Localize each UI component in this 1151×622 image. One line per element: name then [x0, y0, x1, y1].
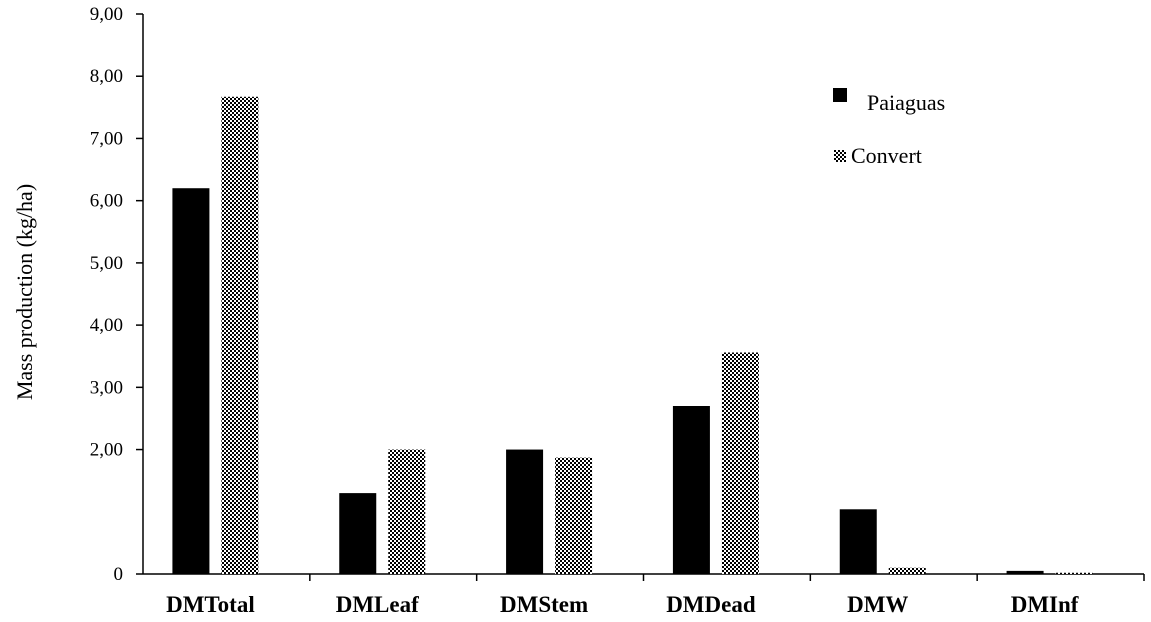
legend-item-paiaguas: Paiaguas [833, 88, 945, 115]
y-ticks: 0 2,00 3,00 4,00 5,00 6,00 7,00 8,00 9,00 [90, 4, 143, 585]
x-ticks: DMTotal DMLeaf DMStem DMDead DMW DMInf [166, 574, 1145, 617]
y-tick-label: 4,00 [90, 315, 123, 336]
y-tick-label: 2,00 [90, 440, 123, 461]
legend-swatch-convert [834, 150, 846, 162]
y-axis-title: Mass production (kg/ha) [12, 184, 37, 400]
y-tick-label: 5,00 [90, 253, 123, 274]
plot-area: 0 2,00 3,00 4,00 5,00 6,00 7,00 8,00 9,00 DMTota… [90, 4, 1145, 617]
bar-convert-dmw [888, 567, 926, 574]
bar-paiaguas-dmdead [672, 406, 710, 574]
bar-paiaguas-dmtotal [172, 188, 210, 574]
legend: Paiaguas Convert [833, 88, 945, 168]
x-category-label: DMInf [1011, 592, 1079, 617]
bar-convert-dminf [1055, 572, 1093, 574]
x-category-label: DMTotal [166, 592, 255, 617]
bar-paiaguas-dmw [839, 509, 877, 574]
x-category-label: DMDead [666, 592, 756, 617]
x-category-label: DMLeaf [336, 592, 419, 617]
bar-convert-dmstem [555, 457, 593, 574]
y-tick-label: 9,00 [90, 4, 123, 25]
bars [172, 96, 1093, 574]
legend-swatch-paiaguas [833, 88, 847, 102]
legend-item-convert: Convert [834, 143, 922, 168]
x-category-label: DMStem [500, 592, 588, 617]
bar-convert-dmdead [721, 352, 759, 574]
legend-label-paiaguas: Paiaguas [867, 90, 945, 115]
y-tick-label: 6,00 [90, 191, 123, 212]
y-tick-label: 0 [114, 564, 124, 585]
y-tick-label: 7,00 [90, 128, 123, 149]
y-tick-label: 3,00 [90, 377, 123, 398]
legend-label-convert: Convert [851, 143, 922, 168]
bar-paiaguas-dmstem [506, 449, 544, 574]
y-tick-label: 8,00 [90, 66, 123, 87]
bar-convert-dmtotal [221, 96, 259, 574]
bar-paiaguas-dmleaf [339, 493, 377, 574]
bar-paiaguas-dminf [1006, 570, 1044, 574]
bar-convert-dmleaf [388, 449, 426, 574]
x-category-label: DMW [847, 592, 908, 617]
